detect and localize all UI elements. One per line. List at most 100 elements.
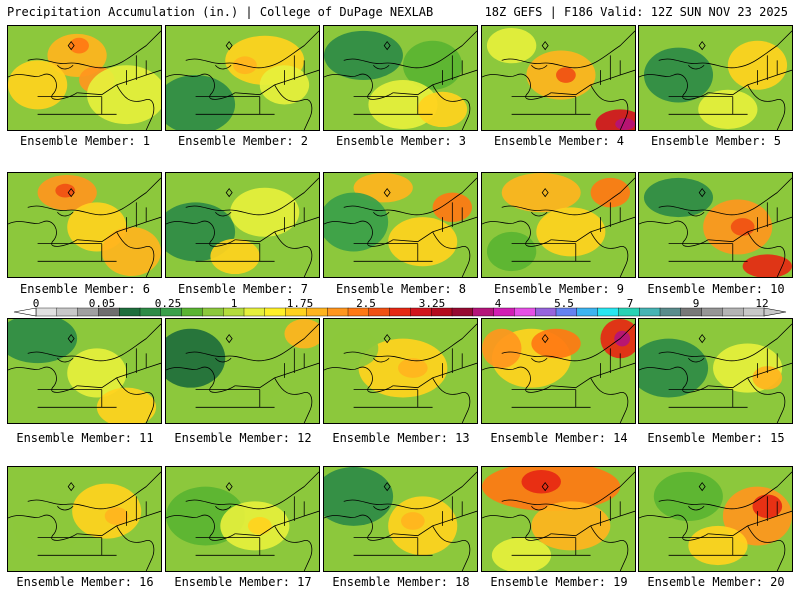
map-boundary-line — [708, 69, 792, 96]
map-boundary-line — [658, 351, 738, 362]
precip-contour — [225, 353, 285, 403]
ensemble-member-map — [481, 466, 636, 572]
map-boundary-line — [126, 348, 147, 378]
map-boundary-line — [215, 357, 232, 363]
map-boundary-line — [195, 243, 275, 262]
color-scale-tick-label: 2.5 — [356, 297, 376, 310]
precip-contour — [67, 348, 127, 398]
precip-contour — [614, 330, 631, 347]
member-label: Ensemble Member: 17 — [174, 575, 312, 589]
precip-contour — [556, 67, 576, 83]
map-boundary-line — [195, 389, 275, 408]
color-scale-swatch — [451, 307, 474, 317]
member-label: Ensemble Member: 2 — [177, 134, 309, 148]
map-boundary-line — [27, 205, 107, 216]
map-boundary-line — [708, 510, 792, 537]
color-scale-swatch — [243, 307, 266, 317]
station-marker-icon — [541, 482, 549, 492]
map-boundary-line — [531, 64, 548, 70]
map-boundary-line — [737, 177, 792, 215]
color-scale-swatch — [576, 307, 599, 317]
map-boundary-line — [639, 73, 709, 100]
precip-contour — [388, 217, 458, 267]
color-scale-tick-label: 0 — [32, 297, 40, 310]
map-boundary-line — [757, 496, 778, 526]
map-boundary-line — [747, 525, 786, 571]
map-boundary-line — [195, 537, 275, 556]
member-label: Ensemble Member: 1 — [19, 134, 151, 148]
precip-contour — [247, 517, 272, 535]
map-boundary-line — [274, 84, 313, 130]
map-boundary-line — [116, 231, 155, 277]
member-label: Ensemble Member: 4 — [493, 134, 625, 148]
map-boundary-line — [106, 471, 161, 509]
map-boundary-line — [37, 243, 117, 262]
member-label: Ensemble Member: 19 — [490, 575, 628, 589]
member-label: Ensemble Member: 14 — [490, 431, 628, 445]
map-boundary-line — [166, 220, 236, 247]
precip-contour — [8, 319, 78, 364]
map-boundary-line — [185, 499, 265, 510]
color-scale-swatch — [327, 307, 349, 317]
map-boundary-line — [8, 514, 78, 541]
color-scale-swatch — [701, 307, 723, 317]
map-boundary-line — [639, 220, 709, 247]
map-boundary-line — [343, 351, 423, 362]
map-boundary-line — [166, 73, 236, 100]
map-boundary-line — [264, 177, 319, 215]
map-boundary-line — [442, 496, 463, 526]
map-boundary-line — [27, 58, 107, 69]
precip-contour — [400, 512, 425, 530]
precip-contour — [96, 387, 157, 423]
map-boundary-line — [235, 362, 319, 389]
map-boundary-line — [432, 377, 471, 423]
color-scale-swatch — [56, 307, 79, 317]
station-marker-icon — [225, 41, 233, 51]
map-boundary-line — [185, 351, 265, 362]
map-boundary-line — [215, 505, 232, 511]
map-boundary-line — [442, 55, 463, 85]
station-marker-icon — [225, 188, 233, 198]
color-scale-tick-label: 12 — [755, 297, 769, 310]
map-boundary-line — [747, 84, 786, 130]
map-boundary-line — [668, 243, 748, 262]
map-boundary-line — [393, 216, 477, 243]
map-boundary-line — [274, 377, 313, 423]
map-boundary-line — [580, 30, 635, 68]
map-boundary-line — [77, 362, 161, 389]
map-boundary-line — [324, 220, 394, 247]
map-boundary-line — [116, 84, 155, 130]
map-boundary-line — [639, 514, 709, 541]
map-boundary-line — [580, 323, 635, 361]
map-boundary-line — [185, 58, 265, 69]
map-boundary-line — [501, 351, 581, 362]
map-boundary-line — [77, 69, 161, 96]
map-boundary-line — [373, 211, 390, 217]
ensemble-member-map — [638, 318, 793, 424]
map-boundary-line — [501, 205, 581, 216]
precip-contour — [324, 30, 403, 80]
station-marker-icon — [225, 334, 233, 344]
map-boundary-line — [373, 505, 390, 511]
map-boundary-line — [639, 366, 709, 393]
precip-contour — [698, 89, 758, 130]
map-boundary-line — [590, 525, 629, 571]
map-boundary-line — [57, 357, 74, 363]
map-boundary-line — [324, 366, 394, 393]
map-boundary-line — [551, 362, 635, 389]
map-boundary-line — [116, 525, 155, 571]
color-scale-swatch — [264, 307, 287, 317]
map-boundary-line — [511, 243, 591, 262]
member-label: Ensemble Member: 7 — [177, 282, 309, 296]
map-boundary-line — [531, 357, 548, 363]
map-boundary-line — [688, 505, 705, 511]
map-boundary-line — [422, 471, 477, 509]
map-boundary-line — [8, 220, 78, 247]
map-boundary-line — [668, 96, 748, 115]
color-scale-swatch — [202, 307, 224, 317]
title-left: Precipitation Accumulation (in.) | Colle… — [7, 5, 434, 19]
precip-contour — [353, 173, 413, 203]
member-label: Ensemble Member: 10 — [647, 282, 785, 296]
color-scale-tick-label: 0.25 — [154, 297, 182, 310]
color-scale-swatch — [389, 307, 411, 317]
